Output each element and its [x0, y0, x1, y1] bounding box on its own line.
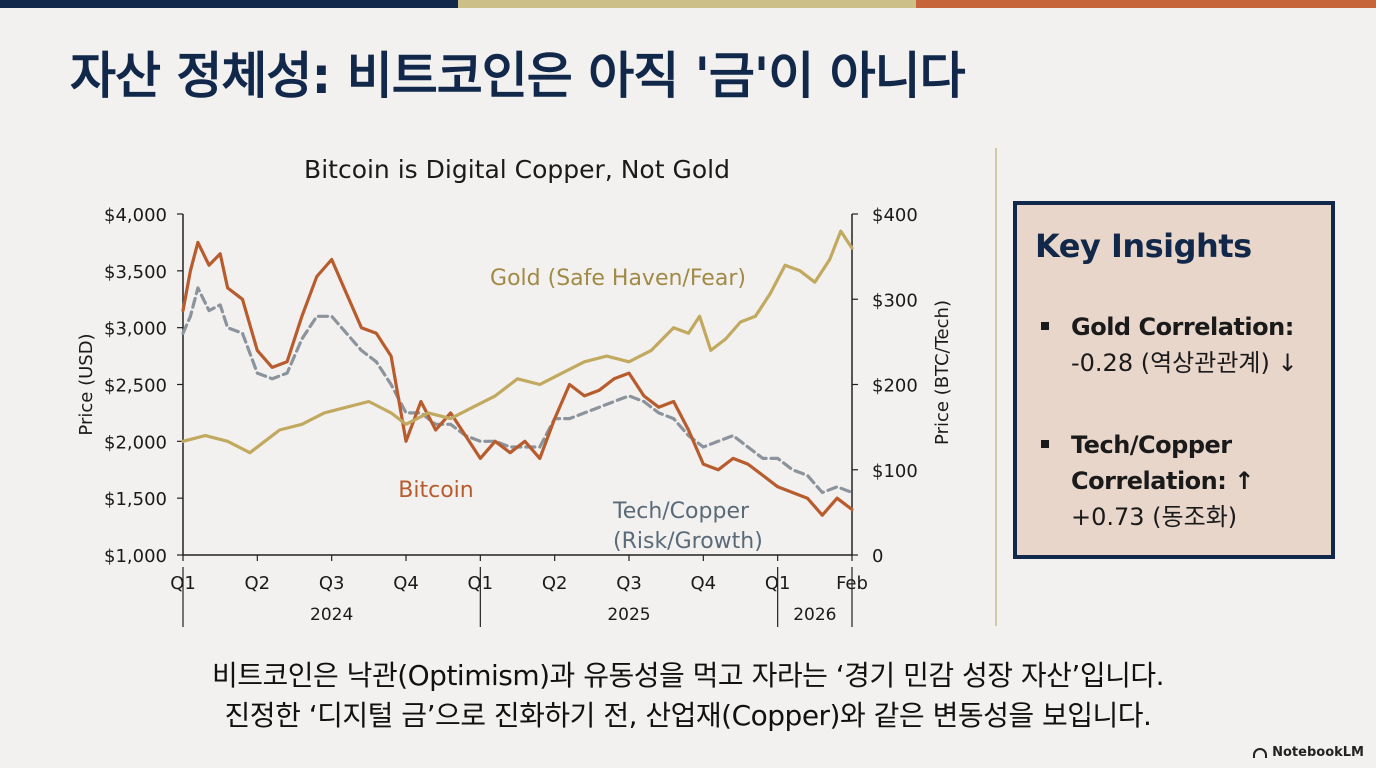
insight-gold-correlation: Gold Correlation: -0.28 (역상관관계) ↓	[1041, 309, 1331, 381]
y-left-tick-label: $1,500	[104, 489, 167, 510]
insight-label: Gold Correlation:	[1071, 313, 1294, 341]
y-left-tick-label: $2,500	[104, 376, 167, 397]
bullet-icon	[1041, 440, 1049, 448]
x-tick-label: Q2	[245, 573, 271, 594]
caption-line-1: 비트코인은 낙관(Optimism)과 유동성을 먹고 자라는 ‘경기 민감 성…	[211, 659, 1165, 692]
y-right-tick-label: $200	[872, 376, 918, 397]
top-accent-copper	[916, 0, 1376, 8]
y-right-tick-label: 0	[872, 546, 883, 567]
insight-value: -0.28 (역상관관계) ↓	[1071, 349, 1298, 377]
y-axis-right-label: Price (BTC/Tech)	[932, 300, 953, 445]
tech-series-label-line1: Tech/Copper	[612, 499, 750, 524]
notebooklm-logo-icon	[1253, 747, 1268, 758]
y-left-tick-label: $4,000	[104, 205, 167, 226]
series-gold-line	[181, 229, 854, 455]
y-left-tick-label: $2,000	[104, 432, 167, 453]
x-year-label: 2025	[607, 605, 650, 625]
tech-series-label-line2: (Risk/Growth)	[613, 529, 763, 554]
top-accent-gold	[458, 0, 916, 8]
x-year-label: 2024	[310, 605, 353, 625]
bullet-icon	[1041, 322, 1049, 330]
chart-title: Bitcoin is Digital Copper, Not Gold	[304, 155, 730, 184]
caption: 비트코인은 낙관(Optimism)과 유동성을 먹고 자라는 ‘경기 민감 성…	[0, 656, 1376, 736]
series-tech-copper-line	[181, 286, 854, 495]
x-tick-label: Q3	[616, 573, 642, 594]
y-left-tick-label: $1,000	[104, 546, 167, 567]
x-year-label: 2026	[793, 605, 836, 625]
insight-label: Tech/Copper Correlation: ↑	[1071, 431, 1254, 495]
brand-badge: NotebookLM	[1253, 745, 1364, 760]
caption-line-2: 진정한 ‘디지털 금’으로 진화하기 전, 산업재(Copper)와 같은 변동…	[224, 699, 1152, 732]
bitcoin-series-label: Bitcoin	[398, 478, 473, 503]
vertical-divider	[995, 148, 997, 626]
y-left-tick-label: $3,000	[104, 319, 167, 340]
insight-tech-correlation: Tech/Copper Correlation: ↑ +0.73 (동조화)	[1041, 427, 1331, 535]
top-accent-bar	[0, 0, 1376, 8]
insights-heading: Key Insights	[1035, 227, 1252, 265]
x-tick-label: Q4	[691, 573, 717, 594]
x-tick-label: Q4	[393, 573, 419, 594]
page-title: 자산 정체성: 비트코인은 아직 '금'이 아니다	[70, 47, 966, 105]
insight-value: +0.73 (동조화)	[1071, 503, 1238, 531]
x-tick-label: Q2	[542, 573, 568, 594]
gold-series-label: Gold (Safe Haven/Fear)	[490, 266, 746, 291]
brand-name: NotebookLM	[1272, 745, 1364, 760]
y-right-tick-label: $100	[872, 461, 918, 482]
x-tick-label: Q3	[319, 573, 345, 594]
series-bitcoin-line	[181, 240, 854, 517]
price-line-chart: Bitcoin is Digital Copper, Not Gold $4,00…	[76, 155, 953, 627]
y-right-tick-label: $300	[872, 290, 918, 311]
y-left-tick-label: $3,500	[104, 262, 167, 283]
top-accent-navy	[0, 0, 458, 8]
key-insights-panel: Key Insights Gold Correlation: -0.28 (역상…	[1013, 201, 1335, 559]
y-axis-left-label: Price (USD)	[76, 333, 97, 435]
y-right-tick-label: $400	[872, 205, 918, 226]
